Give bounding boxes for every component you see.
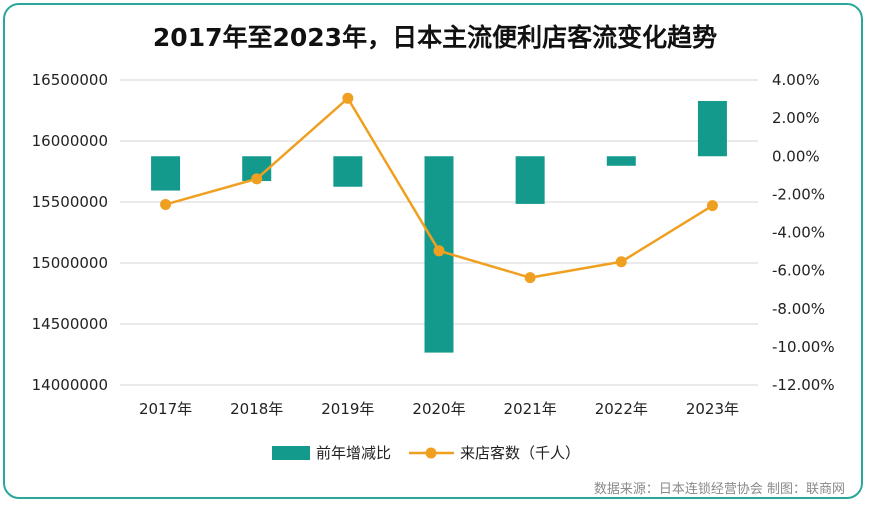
right-tick-label: -8.00%	[772, 300, 825, 318]
x-axis-ticks: 2017年 2018年 2019年 2020年 2021年 2022年 2023年	[139, 400, 739, 418]
line-point	[433, 245, 445, 257]
line-point	[524, 272, 536, 284]
bar	[333, 156, 363, 187]
left-tick-label: 16000000	[32, 132, 108, 150]
line-point	[706, 200, 718, 212]
right-tick-label: 4.00%	[772, 71, 820, 89]
right-tick-label: -12.00%	[772, 376, 835, 394]
source-note: 数据来源：日本连锁经营协会 制图：联商网	[594, 481, 845, 497]
right-tick-label: -6.00%	[772, 262, 825, 280]
x-tick-label: 2022年	[595, 400, 648, 418]
bar	[606, 156, 636, 166]
bar	[697, 100, 727, 157]
bar-series	[151, 100, 727, 353]
legend-line-label: 来店客数（千人）	[460, 444, 580, 462]
legend-line-marker	[425, 447, 437, 459]
legend: 前年增减比 来店客数（千人）	[272, 444, 580, 462]
left-axis-ticks: 14000000 14500000 15000000 15500000 16000000…	[32, 71, 108, 394]
right-tick-label: 0.00%	[772, 147, 820, 165]
x-tick-label: 2021年	[504, 400, 557, 418]
left-tick-label: 14000000	[32, 376, 108, 394]
chart-title: 2017年至2023年，日本主流便利店客流变化趋势	[153, 23, 717, 52]
legend-bar-label: 前年增减比	[316, 444, 391, 462]
x-tick-label: 2020年	[412, 400, 465, 418]
right-axis-ticks: 4.00% 2.00% 0.00% -2.00% -4.00% -6.00% -8.00% -…	[772, 71, 835, 394]
left-tick-label: 14500000	[32, 315, 108, 333]
line-point	[615, 256, 627, 268]
left-tick-label: 16500000	[32, 71, 108, 89]
right-tick-label: -4.00%	[772, 224, 825, 242]
right-tick-label: -10.00%	[772, 338, 835, 356]
line-point	[342, 92, 354, 104]
x-tick-label: 2018年	[230, 400, 283, 418]
left-tick-label: 15000000	[32, 254, 108, 272]
line-series	[160, 92, 718, 284]
right-tick-label: -2.00%	[772, 185, 825, 203]
x-tick-label: 2019年	[321, 400, 374, 418]
bar	[151, 156, 181, 191]
line-point	[160, 198, 172, 210]
right-tick-label: 2.00%	[772, 109, 820, 127]
x-tick-label: 2023年	[686, 400, 739, 418]
left-tick-label: 15500000	[32, 193, 108, 211]
legend-bar-swatch	[272, 446, 310, 460]
x-tick-label: 2017年	[139, 400, 192, 418]
line-point	[251, 173, 263, 185]
gridlines	[120, 79, 758, 386]
bar	[515, 156, 545, 204]
